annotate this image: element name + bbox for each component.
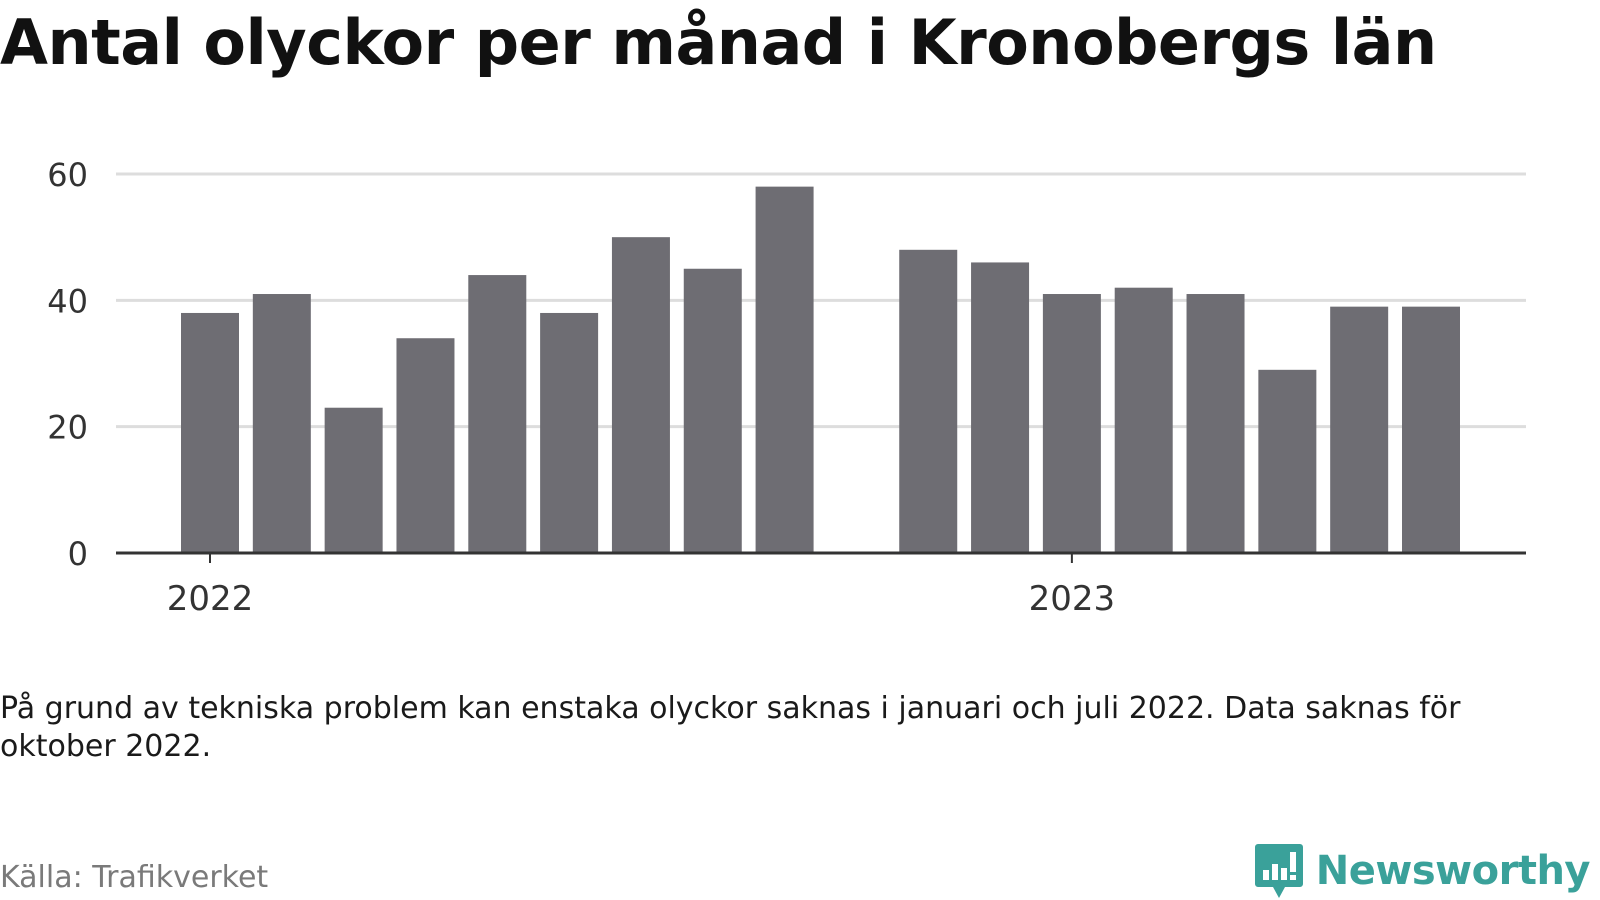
bar: [468, 275, 527, 553]
bar: [252, 294, 311, 553]
bar: [181, 312, 239, 553]
x-tick-label: 2022: [167, 579, 254, 619]
brand-name: Newsworthy: [1315, 848, 1591, 894]
bar: [1186, 294, 1245, 553]
bar: [1114, 287, 1173, 553]
bars: [181, 186, 1460, 554]
y-tick-label: 60: [47, 156, 88, 194]
bar: [611, 237, 670, 553]
x-axis-ticks: 2022 2023: [167, 553, 1115, 619]
bar: [1042, 294, 1101, 553]
bar: [1402, 306, 1460, 553]
bar: [396, 338, 455, 553]
bar: [755, 186, 814, 553]
bar: [1258, 369, 1317, 553]
chart-title: Antal olyckor per månad i Kronobergs län: [0, 6, 1437, 79]
bar: [324, 407, 383, 553]
y-tick-label: 0: [68, 535, 88, 573]
y-tick-label: 20: [47, 409, 88, 447]
x-tick-label: 2023: [1029, 579, 1116, 619]
footnote: På grund av tekniska problem kan enstaka…: [0, 691, 1461, 764]
newsworthy-logo: Newsworthy: [1254, 842, 1591, 900]
bar-chart: 0 20 40 60 2022 2023: [47, 156, 1526, 619]
bar: [971, 262, 1030, 553]
y-axis-ticks: 0 20 40 60: [47, 156, 88, 573]
bar: [683, 268, 742, 553]
y-tick-label: 40: [47, 282, 88, 320]
bar: [540, 312, 599, 553]
bar: [1330, 306, 1389, 553]
bar: [899, 249, 958, 554]
newsworthy-logo-icon: [1254, 844, 1303, 898]
source-credit: Källa: Trafikverket: [0, 860, 269, 895]
